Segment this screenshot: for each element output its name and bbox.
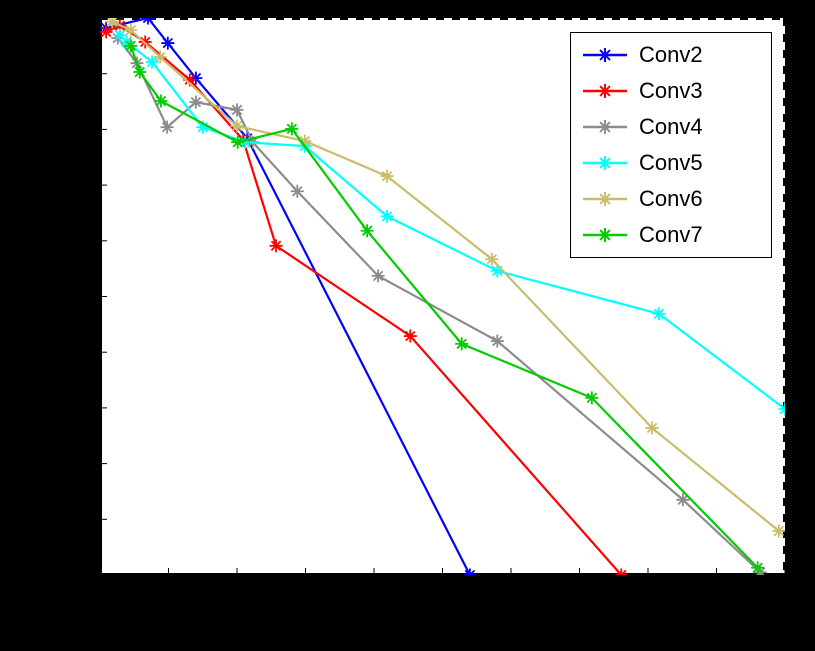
legend-line-sample [581, 44, 629, 66]
legend-line-sample [581, 80, 629, 102]
legend-label: Conv6 [639, 186, 703, 211]
legend-line-sample [581, 116, 629, 138]
legend-label: Conv5 [639, 150, 703, 175]
legend-label: Conv4 [639, 114, 703, 139]
legend-label: Conv3 [639, 78, 703, 103]
chart-svg [100, 18, 785, 575]
legend-item: Conv6 [571, 181, 771, 217]
legend-item: Conv5 [571, 145, 771, 181]
legend-line-sample [581, 152, 629, 174]
legend-item: Conv3 [571, 73, 771, 109]
legend-item: Conv4 [571, 109, 771, 145]
legend-label: Conv7 [639, 222, 703, 247]
legend-line-sample [581, 224, 629, 246]
legend-label: Conv2 [639, 42, 703, 67]
plot-area: Conv2 Conv3 Conv4 Conv5 Conv6 Conv7 [100, 18, 785, 575]
legend: Conv2 Conv3 Conv4 Conv5 Conv6 Conv7 [570, 32, 772, 258]
legend-item: Conv7 [571, 217, 771, 253]
legend-line-sample [581, 188, 629, 210]
legend-item: Conv2 [571, 37, 771, 73]
